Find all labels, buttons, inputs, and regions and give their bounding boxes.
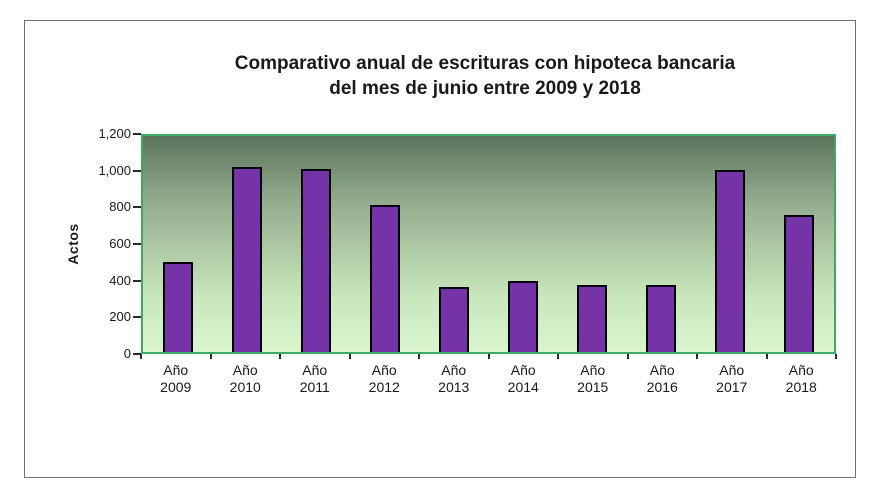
y-tick-label: 200 xyxy=(109,309,131,325)
x-tick-mark xyxy=(348,354,351,359)
bar-ano-2016 xyxy=(646,284,677,352)
x-tick-mark xyxy=(487,354,490,359)
x-tick-mark xyxy=(626,354,629,359)
bar-ano-2011 xyxy=(300,169,331,352)
y-tick-mark xyxy=(133,243,141,245)
y-tick-mark xyxy=(133,316,141,319)
x-category-label: Año 2017 xyxy=(716,362,748,395)
x-category-label: Año 2015 xyxy=(577,362,609,395)
y-tick-label: 400 xyxy=(109,272,131,288)
x-category-label: Año 2011 xyxy=(299,362,330,395)
x-tick-mark xyxy=(835,354,837,359)
y-tick-mark xyxy=(133,279,141,282)
x-axis-labels: Año 2009 Año 2010 Año 2011 Año 2012 Año 2013… xyxy=(141,362,836,396)
x-category-label: Año 2012 xyxy=(368,362,400,395)
x-category-label: Año 2009 xyxy=(160,362,192,395)
bar-ano-2018 xyxy=(784,215,815,352)
chart-frame: Comparativo anual de escrituras con hipo… xyxy=(24,20,856,478)
x-tick-mark xyxy=(140,354,142,359)
x-tick-mark xyxy=(418,354,420,359)
y-tick-mark xyxy=(133,353,141,355)
plot-area xyxy=(141,134,836,354)
x-tick-mark xyxy=(209,354,212,359)
y-tick-label: 600 xyxy=(109,236,131,251)
bar-ano-2015 xyxy=(577,284,608,352)
y-tick-label: 0 xyxy=(123,346,131,361)
chart-title-line-1: Comparativo anual de escrituras con hipo… xyxy=(234,53,736,74)
x-category-label: Año 2016 xyxy=(646,362,678,395)
bar-ano-2009 xyxy=(162,262,193,352)
x-tick-mark xyxy=(765,354,768,359)
bar-ano-2010 xyxy=(231,166,262,352)
x-tick-mark xyxy=(696,354,698,359)
y-tick-label: 1,200 xyxy=(98,126,131,141)
x-category-label: Año 2014 xyxy=(507,362,539,395)
y-tick-mark xyxy=(133,169,141,172)
x-tick-mark xyxy=(279,354,281,359)
y-tick-mark xyxy=(133,133,141,135)
chart-title: Comparativo anual de escrituras con hipo… xyxy=(135,51,835,101)
bar-ano-2014 xyxy=(508,280,539,352)
bar-ano-2013 xyxy=(438,287,469,352)
y-tick-mark xyxy=(133,206,141,209)
y-tick-label: 1,000 xyxy=(98,162,131,178)
x-category-label: Año 2010 xyxy=(229,362,261,395)
chart-title-line-2: del mes de junio entre 2009 y 2018 xyxy=(329,78,641,99)
x-tick-mark xyxy=(557,354,559,359)
bar-ano-2012 xyxy=(369,205,400,352)
x-category-label: Año 2013 xyxy=(438,362,470,395)
bar-ano-2017 xyxy=(715,170,746,352)
x-category-label: Año 2018 xyxy=(785,362,817,395)
y-tick-label: 800 xyxy=(109,199,131,215)
